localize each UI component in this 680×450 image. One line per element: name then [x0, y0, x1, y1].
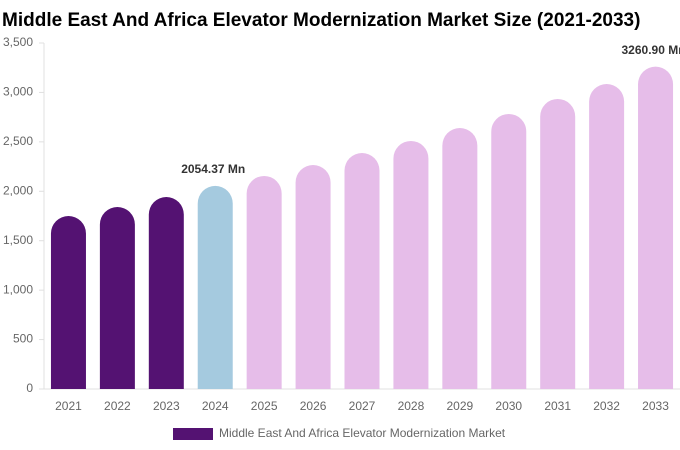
- x-tick-label: 2028: [398, 399, 425, 413]
- y-tick-label: 2,500: [3, 134, 33, 148]
- legend-label: Middle East And Africa Elevator Moderniz…: [219, 426, 506, 440]
- y-tick-label: 500: [13, 332, 33, 346]
- bar: [589, 84, 625, 390]
- bar: [295, 164, 331, 389]
- value-label: 3260.90 Mn: [622, 43, 680, 57]
- bar: [540, 98, 576, 390]
- y-tick-label: 2,000: [3, 183, 33, 197]
- bar: [99, 207, 135, 389]
- x-tick-label: 2021: [55, 399, 82, 413]
- x-tick-label: 2022: [104, 399, 131, 413]
- x-tick-label: 2029: [446, 399, 473, 413]
- y-tick-label: 1,000: [3, 282, 33, 296]
- y-tick-label: 3,000: [3, 85, 33, 99]
- y-tick-label: 0: [26, 381, 33, 395]
- x-tick-label: 2032: [593, 399, 620, 413]
- bar: [491, 113, 527, 389]
- bar: [393, 140, 429, 389]
- bar: [50, 216, 86, 389]
- bar: [344, 153, 380, 389]
- y-tick-label: 3,500: [3, 35, 33, 49]
- x-tick-label: 2025: [251, 399, 278, 413]
- x-tick-label: 2024: [202, 399, 229, 413]
- x-tick-label: 2031: [544, 399, 571, 413]
- x-tick-label: 2027: [349, 399, 376, 413]
- bar: [148, 197, 184, 389]
- chart-title: Middle East And Africa Elevator Moderniz…: [2, 10, 640, 31]
- x-tick-label: 2033: [642, 399, 669, 413]
- bar: [442, 128, 478, 389]
- bar: [638, 66, 674, 389]
- bar: [246, 175, 282, 389]
- bar: [197, 185, 233, 389]
- x-tick-label: 2023: [153, 399, 180, 413]
- x-tick-label: 2030: [495, 399, 522, 413]
- value-label: 2054.37 Mn: [181, 162, 245, 176]
- legend-swatch: [173, 428, 213, 440]
- y-tick-label: 1,500: [3, 233, 33, 247]
- x-tick-label: 2026: [300, 399, 327, 413]
